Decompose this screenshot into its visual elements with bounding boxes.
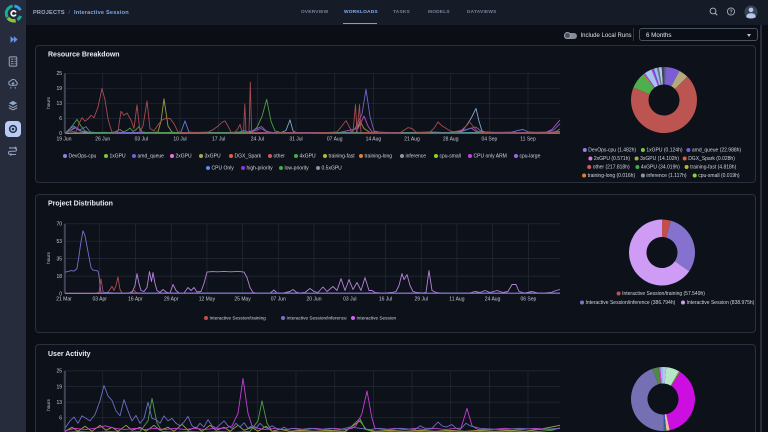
svg-text:inference: inference: [406, 154, 427, 160]
svg-text:0: 0: [59, 131, 62, 137]
svg-text:07 Aug: 07 Aug: [327, 137, 343, 143]
svg-text:19: 19: [56, 86, 62, 92]
svg-text:low-priority: low-priority: [285, 166, 310, 172]
svg-text:53: 53: [56, 239, 62, 245]
svg-text:03 Jul: 03 Jul: [135, 137, 148, 143]
svg-text:04 Sep: 04 Sep: [481, 137, 497, 143]
svg-text:13: 13: [56, 400, 62, 406]
svg-text:training-long (0.016h): training-long (0.016h): [588, 173, 636, 179]
svg-text:Interactive Session/inference: Interactive Session/inference (386.794h): [586, 300, 676, 306]
svg-text:4xGPU (34.019h): 4xGPU (34.019h): [641, 165, 680, 171]
svg-text:70: 70: [56, 222, 62, 228]
svg-text:24 Jul: 24 Jul: [251, 137, 264, 143]
svg-text:07 Jun: 07 Jun: [271, 297, 286, 303]
svg-text:Project Distribution: Project Distribution: [48, 201, 113, 208]
svg-text:28 Aug: 28 Aug: [443, 137, 459, 143]
svg-text:2xGPU: 2xGPU: [176, 154, 193, 160]
svg-text:13: 13: [56, 101, 62, 107]
svg-text:training-fast (4.818h): training-fast (4.818h): [690, 165, 736, 171]
svg-text:hours: hours: [46, 97, 51, 109]
svg-text:hours: hours: [46, 252, 51, 264]
svg-text:amd_queue: amd_queue: [138, 154, 165, 160]
svg-text:cpu-small (0.019h): cpu-small (0.019h): [698, 173, 740, 179]
svg-text:high-priority: high-priority: [247, 166, 274, 172]
svg-text:?: ?: [729, 10, 732, 16]
svg-text:Interactive Session: Interactive Session: [357, 316, 397, 321]
svg-text:Interactive Session/inference: Interactive Session/inference: [287, 316, 348, 321]
svg-text:17 Jul: 17 Jul: [212, 137, 225, 143]
svg-text:18: 18: [56, 274, 62, 280]
svg-text:Interactive Session/training: Interactive Session/training: [210, 316, 267, 321]
svg-text:21 Aug: 21 Aug: [404, 137, 420, 143]
svg-text:3xGPU (14.102h): 3xGPU (14.102h): [640, 156, 679, 162]
svg-text:training-fast: training-fast: [329, 154, 356, 160]
svg-text:2xGPU (0.571h): 2xGPU (0.571h): [594, 156, 630, 162]
svg-text:other (217.818h): other (217.818h): [593, 165, 630, 171]
svg-text:21 Mar: 21 Mar: [56, 297, 72, 303]
svg-text:6: 6: [59, 116, 62, 122]
svg-text:0.5xGPU: 0.5xGPU: [322, 166, 343, 172]
svg-text:03 Jul: 03 Jul: [343, 297, 356, 303]
svg-text:Interactive Session (838.975h: Interactive Session (838.975h): [687, 300, 755, 306]
svg-text:cpu-large: cpu-large: [520, 154, 541, 160]
svg-text:1xGPU: 1xGPU: [110, 154, 127, 160]
svg-text:3xGPU: 3xGPU: [205, 154, 222, 160]
svg-text:16 Apr: 16 Apr: [128, 297, 143, 303]
svg-text:03 Apr: 03 Apr: [92, 297, 107, 303]
svg-text:10 Jul: 10 Jul: [173, 137, 186, 143]
svg-text:Resource Breakdown: Resource Breakdown: [48, 52, 120, 59]
svg-text:14 Aug: 14 Aug: [366, 137, 382, 143]
svg-text:24 Aug: 24 Aug: [485, 297, 501, 303]
svg-text:inference (1.117h): inference (1.117h): [646, 173, 687, 179]
svg-text:29 Apr: 29 Apr: [164, 297, 179, 303]
svg-text:19 Jun: 19 Jun: [56, 137, 71, 143]
svg-text:DevOps-cpu (1.482h): DevOps-cpu (1.482h): [588, 148, 636, 154]
svg-text:16 Jul: 16 Jul: [379, 297, 392, 303]
svg-text:other: other: [274, 154, 286, 160]
svg-text:26 Jun: 26 Jun: [95, 137, 110, 143]
svg-text:20 Jun: 20 Jun: [306, 297, 321, 303]
svg-text:hours: hours: [46, 399, 51, 411]
svg-text:25: 25: [56, 71, 62, 77]
svg-text:DGX_Spark: DGX_Spark: [235, 154, 262, 160]
svg-text:11 Sep: 11 Sep: [520, 137, 536, 143]
svg-text:12 May: 12 May: [199, 297, 216, 303]
svg-text:0: 0: [59, 291, 62, 297]
svg-text:31 Jul: 31 Jul: [289, 137, 302, 143]
svg-text:DGX_Spark (0.028h): DGX_Spark (0.028h): [688, 156, 735, 162]
svg-text:35: 35: [56, 256, 62, 262]
svg-text:25 May: 25 May: [234, 297, 251, 303]
svg-text:amd_queue (22.988h): amd_queue (22.988h): [692, 148, 742, 154]
svg-text:29 Jul: 29 Jul: [415, 297, 428, 303]
svg-text:19: 19: [56, 384, 62, 390]
svg-text:25: 25: [56, 369, 62, 375]
svg-text:06 Sep: 06 Sep: [520, 297, 536, 303]
svg-text:1xGPU (0.124h): 1xGPU (0.124h): [646, 148, 682, 154]
svg-text:4xGPU: 4xGPU: [300, 154, 317, 160]
svg-text:11 Aug: 11 Aug: [449, 297, 464, 303]
svg-text:cpu-small: cpu-small: [440, 154, 461, 160]
svg-text:DevOps-cpu: DevOps-cpu: [69, 154, 97, 160]
svg-text:CPU Only: CPU Only: [212, 166, 235, 172]
svg-text:User Activity: User Activity: [48, 351, 91, 358]
svg-text:6: 6: [59, 416, 62, 422]
svg-text:CPU only ARM: CPU only ARM: [474, 154, 507, 160]
svg-text:Interactive Session/training: Interactive Session/training (57.549h): [622, 291, 705, 297]
svg-text:training-long: training-long: [365, 154, 393, 160]
